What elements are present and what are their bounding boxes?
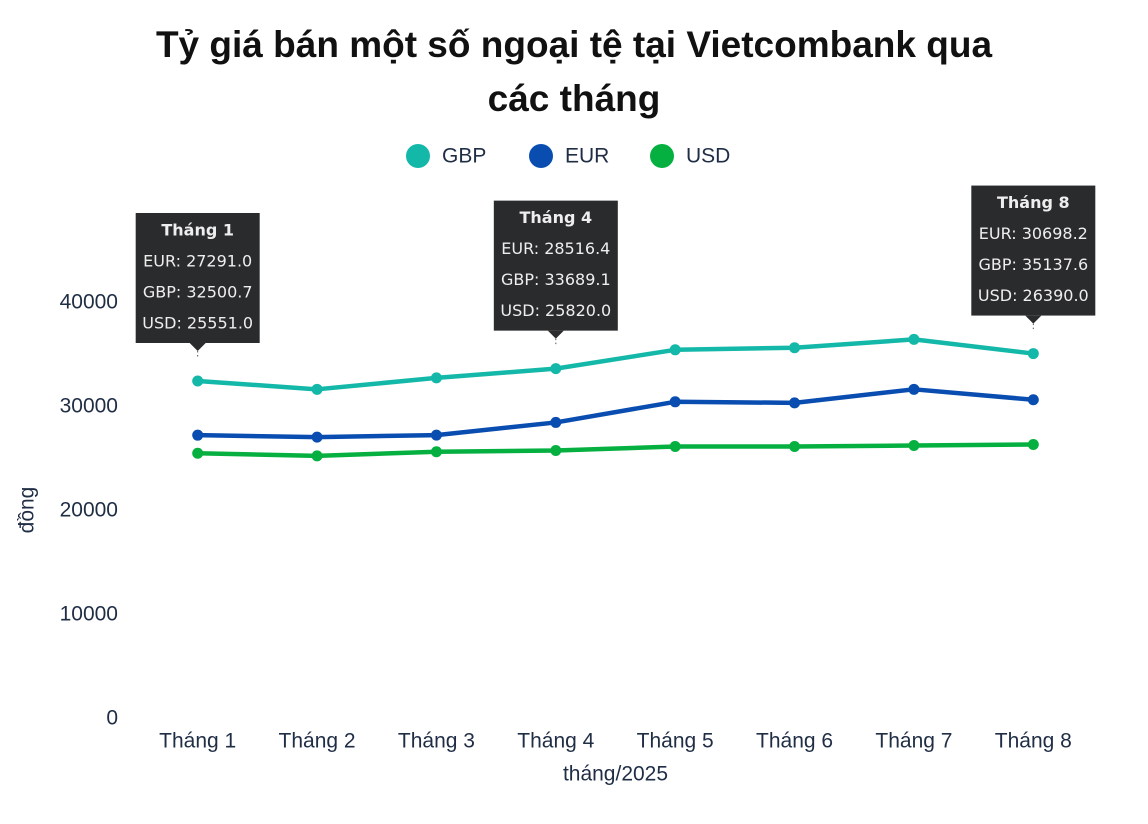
point — [669, 344, 681, 356]
legend-label: EUR — [565, 145, 609, 168]
y-tick-label: 10000 — [60, 603, 118, 626]
tooltip-value: EUR: 30698.2 — [979, 224, 1088, 243]
tooltip-box — [971, 185, 1096, 316]
point — [311, 450, 323, 462]
x-tick-label: Tháng 1 — [159, 730, 236, 753]
y-axis-title: đồng — [16, 487, 39, 534]
point — [192, 375, 204, 387]
point — [908, 383, 920, 395]
x-tick-label: Tháng 4 — [517, 730, 594, 753]
tooltip-value: GBP: 32500.7 — [143, 282, 253, 301]
point — [789, 397, 801, 409]
point — [1027, 348, 1039, 360]
point — [192, 447, 204, 459]
legend-marker — [529, 144, 553, 168]
point — [669, 396, 681, 408]
x-tick-label: Tháng 7 — [875, 730, 952, 753]
point — [192, 429, 204, 441]
x-tick-label: Tháng 6 — [756, 730, 833, 753]
point — [1027, 394, 1039, 406]
tooltip-box — [135, 212, 260, 343]
legend-label: USD — [686, 145, 730, 168]
y-tick-label: 40000 — [60, 291, 118, 314]
point — [789, 342, 801, 354]
tooltip-value: GBP: 33689.1 — [501, 270, 611, 289]
tooltip-value: GBP: 35137.6 — [978, 255, 1088, 274]
point — [550, 363, 562, 375]
point — [430, 446, 442, 458]
y-tick-label: 20000 — [60, 499, 118, 522]
line — [197, 387, 1034, 440]
point — [789, 441, 801, 453]
x-tick-label: Tháng 5 — [637, 730, 714, 753]
line — [197, 442, 1034, 459]
tooltip-value: EUR: 28516.4 — [501, 239, 610, 258]
x-tick-label: Tháng 8 — [995, 730, 1072, 753]
tooltip-title: Tháng 4 — [519, 208, 592, 227]
tooltip-arrow — [547, 330, 564, 339]
tooltip-arrow — [189, 342, 206, 351]
point — [908, 333, 920, 345]
point — [430, 429, 442, 441]
point — [430, 372, 442, 384]
point — [1027, 439, 1039, 451]
point — [550, 444, 562, 456]
x-axis-title: tháng/2025 — [563, 763, 668, 786]
legend-marker — [406, 144, 430, 168]
y-tick-label: 30000 — [60, 395, 118, 418]
point — [311, 383, 323, 395]
tooltip-value: EUR: 27291.0 — [143, 251, 252, 270]
y-tick-label: 0 — [106, 707, 118, 730]
point — [669, 441, 681, 453]
tooltip-box — [493, 200, 618, 331]
x-tick-label: Tháng 3 — [398, 730, 475, 753]
tooltip: Tháng 4 EUR: 28516.4 GBP: 33689.1 USD: 2582… — [493, 200, 618, 347]
legend-label: GBP — [442, 145, 486, 168]
tooltip-title: Tháng 8 — [997, 193, 1070, 212]
tooltip: Tháng 8 EUR: 30698.2 GBP: 35137.6 USD: 2639… — [971, 185, 1096, 332]
tooltip-value: USD: 26390.0 — [978, 286, 1089, 305]
tooltip: Tháng 1 EUR: 27291.0 GBP: 32500.7 USD: 2555… — [135, 212, 260, 359]
point — [311, 431, 323, 443]
legend-marker — [650, 144, 674, 168]
chart-title: Tỷ giá bán một số ngoại tệ tại Vietcomba… — [155, 24, 993, 119]
x-tick-label: Tháng 2 — [279, 730, 356, 753]
line — [197, 337, 1034, 392]
point — [550, 416, 562, 428]
point — [908, 439, 920, 451]
tooltip-value: USD: 25820.0 — [500, 301, 611, 320]
tooltip-title: Tháng 1 — [161, 220, 234, 239]
tooltip-value: USD: 25551.0 — [142, 313, 253, 332]
tooltip-arrow — [1025, 315, 1042, 324]
